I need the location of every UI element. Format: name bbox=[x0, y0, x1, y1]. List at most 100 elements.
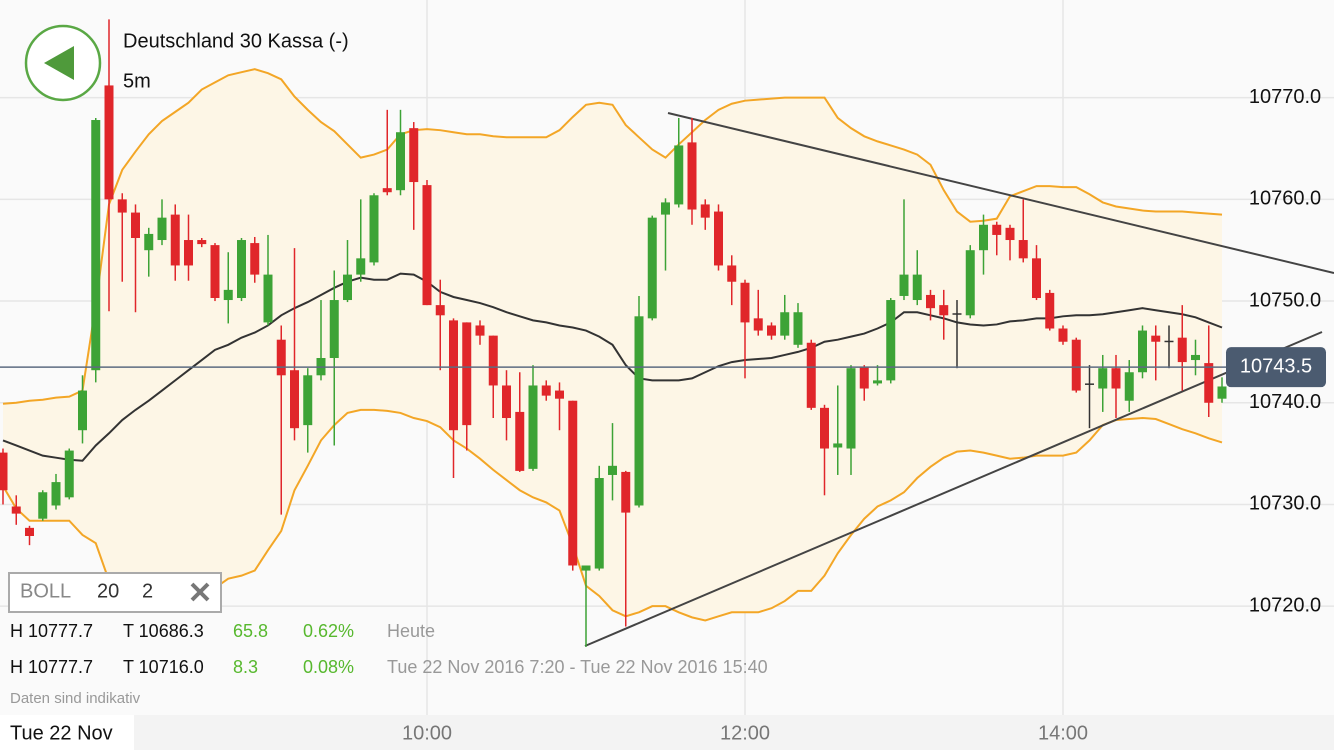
candle-body bbox=[608, 465, 617, 475]
y-tick-label: 10750.0 bbox=[1249, 289, 1321, 311]
y-tick-label: 10730.0 bbox=[1249, 493, 1321, 515]
stat-range: Heute bbox=[387, 621, 435, 641]
candle-body bbox=[131, 212, 140, 238]
candle-body bbox=[170, 214, 180, 266]
candle-body bbox=[502, 385, 511, 419]
candle-body bbox=[1032, 258, 1041, 299]
candle-body bbox=[343, 274, 352, 301]
candle-body bbox=[197, 240, 207, 245]
time-axis-strip bbox=[0, 715, 1334, 750]
y-tick-label: 10770.0 bbox=[1249, 86, 1321, 108]
candle-body bbox=[144, 233, 154, 251]
stat-low: T 10686.3 bbox=[123, 621, 204, 641]
instrument-title: Deutschland 30 Kassa (-) bbox=[123, 30, 349, 52]
candle-body bbox=[912, 274, 922, 301]
candle-body bbox=[449, 320, 458, 431]
candle-body bbox=[926, 294, 935, 309]
candle-body bbox=[104, 85, 114, 200]
candle-body bbox=[939, 305, 949, 316]
candle-body bbox=[11, 506, 21, 514]
candle-body bbox=[594, 478, 604, 569]
candle-body bbox=[263, 274, 273, 323]
back-button[interactable] bbox=[24, 24, 102, 102]
candle-body bbox=[674, 145, 684, 205]
candle-body bbox=[1217, 386, 1227, 399]
candle-body bbox=[820, 407, 829, 449]
x-tick-label: 10:00 bbox=[402, 722, 452, 744]
stat-percent: 0.08% bbox=[303, 657, 354, 677]
bollinger-bands bbox=[2, 68, 1223, 622]
candle-body bbox=[899, 274, 909, 296]
stats: H 10777.7 T 10686.3 65.8 0.62% Heute H 10777.… bbox=[10, 621, 768, 677]
price-tag-label: 10743.5 bbox=[1240, 355, 1312, 377]
candle-body bbox=[78, 390, 87, 431]
candle-body bbox=[38, 492, 48, 519]
candle-body bbox=[1045, 292, 1055, 329]
candle-body bbox=[621, 471, 631, 513]
candle-body bbox=[1085, 383, 1094, 385]
candle-body bbox=[515, 411, 525, 471]
indicator-frame bbox=[8, 572, 222, 613]
x-tick-label: 12:00 bbox=[720, 722, 770, 744]
back-arrow[interactable] bbox=[44, 46, 74, 80]
candle-body bbox=[568, 400, 578, 566]
candle-body bbox=[979, 224, 988, 251]
candles bbox=[0, 19, 1227, 647]
candle-body bbox=[753, 318, 763, 331]
stat-change: 8.3 bbox=[233, 657, 258, 677]
candle-body bbox=[396, 132, 405, 191]
candle-body bbox=[992, 224, 1002, 235]
candle-body bbox=[767, 325, 776, 336]
candle-body bbox=[793, 312, 803, 345]
y-tick-label: 10740.0 bbox=[1249, 391, 1321, 413]
candle-body bbox=[117, 199, 127, 213]
stat-low: T 10716.0 bbox=[123, 657, 204, 677]
candle-body bbox=[833, 443, 843, 448]
candle-body bbox=[0, 452, 8, 491]
stat-change: 65.8 bbox=[233, 621, 268, 641]
candle-body bbox=[873, 380, 882, 384]
remove-icon[interactable] bbox=[190, 582, 210, 602]
candle-body bbox=[1164, 340, 1174, 343]
candle-body bbox=[1124, 372, 1134, 401]
candle-body bbox=[634, 316, 644, 506]
candle-body bbox=[952, 313, 962, 315]
candle-body bbox=[1058, 328, 1068, 342]
candle-body bbox=[223, 289, 233, 301]
candle-body bbox=[1111, 368, 1121, 389]
indicator-remove[interactable] bbox=[190, 582, 210, 602]
x-tick-label: 14:00 bbox=[1038, 722, 1088, 744]
candle-body bbox=[290, 370, 299, 429]
candle-body bbox=[276, 339, 286, 376]
indicator-name: BOLL bbox=[20, 580, 71, 602]
candle-body bbox=[210, 245, 220, 299]
y-tick-label: 10760.0 bbox=[1249, 188, 1321, 210]
indicator-deviation: 2 bbox=[142, 580, 153, 602]
trend-line-lower bbox=[584, 331, 1323, 647]
candle-body bbox=[965, 250, 975, 316]
candle-body bbox=[740, 282, 750, 323]
candle-body bbox=[356, 258, 366, 275]
candle-body bbox=[475, 325, 485, 336]
price-tag bbox=[1226, 347, 1326, 388]
candle-body bbox=[51, 482, 61, 506]
date-box bbox=[0, 715, 134, 750]
candle-body bbox=[329, 300, 339, 359]
candle-body bbox=[528, 385, 538, 469]
indicator-period: 20 bbox=[97, 580, 119, 602]
candle-body bbox=[382, 188, 392, 193]
candle-body bbox=[1138, 330, 1147, 373]
candle-body bbox=[700, 204, 710, 218]
candle-body bbox=[250, 243, 260, 275]
candle-body bbox=[64, 450, 74, 498]
candle-body bbox=[1151, 335, 1161, 342]
stat-percent: 0.62% bbox=[303, 621, 354, 641]
interval[interactable]: 5m bbox=[123, 70, 151, 92]
candle-body bbox=[714, 211, 723, 266]
band-upper bbox=[2, 68, 1223, 405]
date-label: Tue 22 Nov bbox=[10, 722, 113, 744]
stat-high: H 10777.7 bbox=[10, 657, 93, 677]
candle-body bbox=[780, 312, 790, 336]
candle-body bbox=[435, 305, 445, 316]
